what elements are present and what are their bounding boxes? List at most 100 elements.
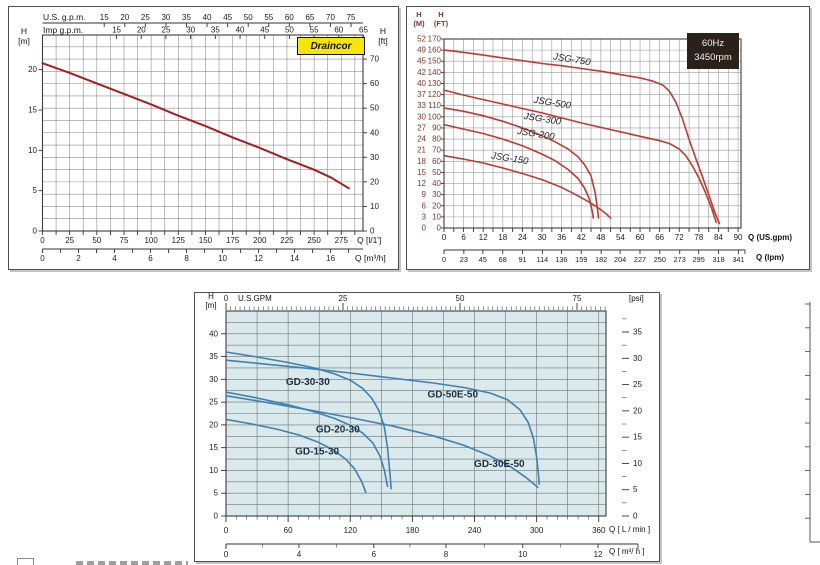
svg-text:130: 130	[428, 79, 442, 88]
curve-GD-15-30	[225, 418, 367, 494]
curve-JSG-200	[443, 123, 595, 219]
svg-text:60: 60	[370, 79, 379, 88]
h-m-axis-title-line2: [m]	[205, 300, 217, 310]
q-m3h-axis: 0 4 6 8 10 12	[224, 543, 639, 559]
svg-text:204: 204	[614, 255, 626, 264]
svg-text:30: 30	[538, 233, 547, 242]
partial-legend-text-fragment	[76, 561, 188, 565]
svg-text:60: 60	[432, 157, 441, 166]
svg-text:GD-50E-50: GD-50E-50	[427, 390, 478, 401]
svg-text:54: 54	[616, 233, 625, 242]
svg-text:8: 8	[444, 550, 449, 559]
us-gpm-axis-title: U.S. g.p.m.	[43, 12, 86, 22]
svg-text:10: 10	[432, 212, 441, 221]
svg-text:66: 66	[655, 233, 664, 242]
svg-text:20: 20	[633, 406, 642, 415]
h-ft-axis-title-line1: H	[379, 26, 387, 36]
svg-text:84: 84	[714, 233, 723, 242]
svg-text:5: 5	[214, 489, 219, 498]
psi-axis: 0 5 10 15 20 25 30 35	[622, 318, 642, 521]
svg-text:40: 40	[432, 179, 441, 188]
svg-text:37: 37	[417, 90, 426, 99]
usgpm-axis: 0 25 50 75	[224, 294, 606, 310]
svg-text:10: 10	[218, 254, 227, 263]
svg-text:55: 55	[310, 26, 319, 35]
svg-text:140: 140	[428, 68, 442, 77]
svg-text:159: 159	[575, 255, 587, 264]
svg-text:12: 12	[479, 233, 488, 242]
svg-text:0: 0	[370, 227, 375, 236]
q-usgpm-axis-title: Q (US.gpm)	[748, 233, 792, 242]
svg-text:35: 35	[211, 26, 220, 35]
svg-text:0: 0	[442, 255, 446, 264]
chart-panel-gd: 0 25 50 75 0 5 10 15 20 25 30 35 40 0 5 10 15 20 25 30 35 0 60…	[194, 292, 660, 562]
svg-text:30: 30	[161, 13, 170, 22]
svg-text:15: 15	[112, 26, 121, 35]
curve-draincor-curve	[41, 62, 350, 190]
h-m-axis-title: H [m]	[11, 26, 37, 46]
svg-text:25: 25	[65, 236, 74, 245]
svg-text:45: 45	[417, 57, 426, 66]
frequency-label: 60Hz	[701, 38, 725, 49]
svg-text:8: 8	[184, 254, 189, 263]
svg-text:182: 182	[595, 255, 607, 264]
svg-text:15: 15	[417, 168, 426, 177]
chart-panel-draincor: 15 20 25 30 35 40 45 50 55 60 65 70 75 15 20 25 30 35 40 45…	[8, 6, 399, 270]
svg-text:20: 20	[120, 13, 129, 22]
svg-text:42: 42	[577, 233, 586, 242]
svg-text:6: 6	[422, 201, 427, 210]
svg-text:80: 80	[432, 135, 441, 144]
svg-text:10: 10	[518, 550, 527, 559]
svg-text:68: 68	[499, 255, 507, 264]
h-m-header-line2: (M)	[413, 19, 425, 28]
svg-text:0: 0	[224, 526, 229, 535]
svg-text:15: 15	[100, 13, 109, 22]
jsg-chart-svg: 0 6 12 18 24 30 36 42 48 54 60 66 72 78 84 900 23 45 68 91 1…	[417, 35, 746, 264]
curve-JSG-150	[443, 154, 612, 219]
svg-text:40: 40	[203, 13, 212, 22]
svg-text:GD-15-30: GD-15-30	[295, 447, 339, 458]
grid	[443, 38, 742, 229]
svg-text:120: 120	[344, 526, 358, 535]
svg-text:35: 35	[182, 13, 191, 22]
curve-GD-50E-50	[225, 359, 540, 485]
svg-text:30: 30	[186, 26, 195, 35]
svg-text:65: 65	[359, 26, 368, 35]
svg-text:60: 60	[285, 13, 294, 22]
svg-text:60: 60	[636, 233, 645, 242]
svg-text:24: 24	[518, 233, 527, 242]
h-ft-axis: 0 10 20 30 40 50 60 70	[363, 55, 379, 236]
svg-text:50: 50	[92, 236, 101, 245]
curve-JSG-300	[443, 107, 600, 219]
svg-text:55: 55	[264, 13, 273, 22]
svg-text:50: 50	[456, 294, 465, 303]
svg-text:180: 180	[406, 526, 420, 535]
svg-text:227: 227	[634, 255, 646, 264]
svg-text:2: 2	[76, 254, 81, 263]
svg-text:18: 18	[498, 233, 507, 242]
svg-text:12: 12	[417, 179, 426, 188]
q-lmin-axis: 0 25 50 75 100 125 150 175 200 225 250 275	[40, 231, 356, 245]
svg-text:18: 18	[417, 157, 426, 166]
svg-text:33: 33	[417, 101, 426, 110]
svg-text:42: 42	[417, 68, 426, 77]
svg-text:23: 23	[460, 255, 468, 264]
svg-text:4: 4	[112, 254, 117, 263]
svg-text:14: 14	[290, 254, 299, 263]
svg-text:30: 30	[370, 153, 379, 162]
grid	[41, 34, 364, 232]
svg-text:35: 35	[633, 328, 642, 337]
svg-text:JSG-200: JSG-200	[516, 126, 556, 143]
svg-text:25: 25	[162, 26, 171, 35]
q-lmin-axis: 0 60 120 180 240 300 360	[224, 516, 606, 535]
svg-text:48: 48	[596, 233, 605, 242]
h-m-axis: 0 5 10 15 20	[28, 65, 43, 236]
svg-text:36: 36	[557, 233, 566, 242]
svg-text:100: 100	[428, 112, 442, 121]
svg-text:GD-20-30: GD-20-30	[316, 425, 360, 436]
q-lpm-axis-title: Q (lpm)	[756, 253, 784, 262]
svg-text:30: 30	[633, 354, 642, 363]
